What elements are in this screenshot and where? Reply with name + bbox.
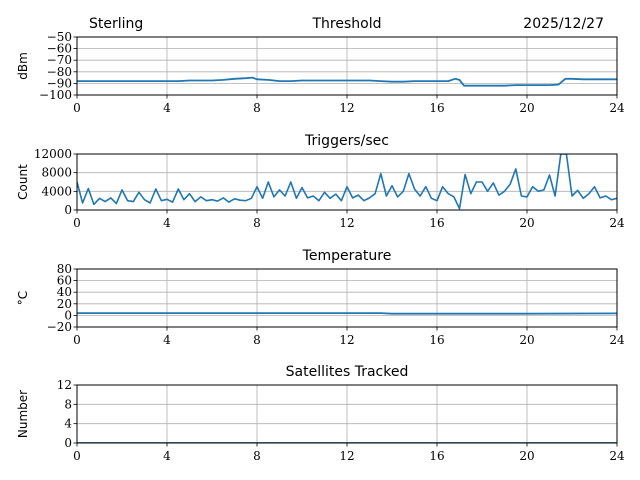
x-tick-label: 4 xyxy=(163,449,171,463)
y-axis-label: Count xyxy=(16,164,30,200)
x-tick-label: 24 xyxy=(609,333,625,347)
x-tick-label: 8 xyxy=(253,216,261,230)
y-tick-label: −70 xyxy=(47,53,72,67)
y-tick-label: 8 xyxy=(64,397,72,411)
y-tick-label: 12000 xyxy=(34,147,72,161)
y-axis-label: dBm xyxy=(16,52,30,80)
x-tick-label: 20 xyxy=(519,216,534,230)
x-tick-label: 20 xyxy=(519,333,534,347)
station-name: Sterling xyxy=(89,16,143,32)
y-axis-label: Number xyxy=(16,390,30,438)
x-tick-label: 4 xyxy=(163,216,171,230)
x-tick-label: 12 xyxy=(339,101,354,115)
x-tick-label: 20 xyxy=(519,101,534,115)
y-tick-label: 0 xyxy=(64,203,72,217)
x-tick-label: 16 xyxy=(429,216,444,230)
x-tick-label: 4 xyxy=(163,333,171,347)
x-tick-label: 12 xyxy=(339,216,354,230)
x-tick-label: 20 xyxy=(519,449,534,463)
series-line xyxy=(77,312,617,315)
y-tick-label: 12 xyxy=(57,378,72,392)
y-axis-label: °C xyxy=(16,291,30,305)
x-tick-label: 16 xyxy=(429,333,444,347)
x-tick-label: 16 xyxy=(429,449,444,463)
x-tick-label: 24 xyxy=(609,449,625,463)
x-tick-label: 24 xyxy=(609,216,625,230)
x-tick-label: 0 xyxy=(73,449,81,463)
y-tick-label: 4000 xyxy=(41,184,72,198)
x-tick-label: 8 xyxy=(253,101,261,115)
panel-title: Threshold xyxy=(312,16,382,32)
x-tick-label: 0 xyxy=(73,101,81,115)
y-tick-label: 4 xyxy=(64,417,72,431)
series-line xyxy=(77,154,617,210)
y-tick-label: −20 xyxy=(47,320,72,334)
x-tick-label: 8 xyxy=(253,333,261,347)
y-tick-label: 20 xyxy=(57,297,72,311)
y-tick-label: −100 xyxy=(39,88,72,102)
panel-title: Satellites Tracked xyxy=(286,364,409,380)
y-tick-label: 60 xyxy=(57,274,72,288)
x-tick-label: 4 xyxy=(163,101,171,115)
x-tick-label: 12 xyxy=(339,449,354,463)
x-tick-label: 0 xyxy=(73,216,81,230)
x-tick-label: 8 xyxy=(253,449,261,463)
x-tick-label: 12 xyxy=(339,333,354,347)
y-tick-label: 0 xyxy=(64,308,72,322)
panel-title: Triggers/sec xyxy=(304,133,389,149)
y-tick-label: −90 xyxy=(47,76,72,90)
date-label: 2025/12/27 xyxy=(523,16,604,32)
panel-title: Temperature xyxy=(302,248,392,264)
y-tick-label: 0 xyxy=(64,436,72,450)
y-tick-label: −60 xyxy=(47,42,72,56)
series-line xyxy=(77,76,617,87)
y-tick-label: −50 xyxy=(47,30,72,44)
y-tick-label: −80 xyxy=(47,65,72,79)
x-tick-label: 24 xyxy=(609,101,625,115)
y-tick-label: 8000 xyxy=(41,166,72,180)
x-tick-label: 16 xyxy=(429,101,444,115)
y-tick-label: 40 xyxy=(57,285,72,299)
y-tick-label: 80 xyxy=(57,262,72,276)
x-tick-label: 0 xyxy=(73,333,81,347)
